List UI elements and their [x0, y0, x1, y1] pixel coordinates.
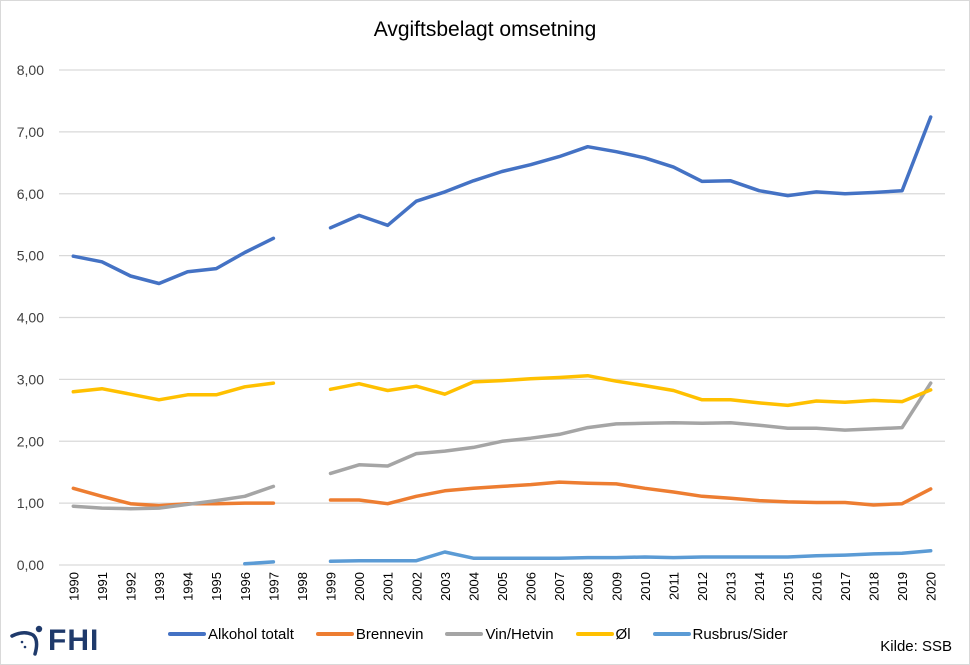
legend-item-rusbrus-sider[interactable]: Rusbrus/Sider	[652, 625, 788, 643]
y-tick-label: 7,00	[17, 124, 44, 140]
series-line-vin-hetvin	[71, 484, 276, 511]
legend-item-alkohol-totalt[interactable]: Alkohol totalt	[168, 626, 294, 643]
series-line-alkohol-totalt	[71, 236, 276, 286]
x-tick-label: 1996	[238, 572, 253, 601]
y-tick-label: 0,00	[17, 557, 44, 573]
series-line-alkohol-totalt	[328, 115, 933, 230]
x-tick-label: 1990	[66, 572, 81, 601]
x-tick-label: 2020	[924, 572, 939, 601]
y-tick-label: 2,00	[17, 433, 44, 449]
x-tick-label: 2011	[666, 572, 681, 600]
legend-swatch	[315, 632, 354, 636]
chart-legend: Alkohol totalt Brennevin Vin/Hetvin Øl R…	[168, 622, 810, 646]
x-tick-label: 2018	[867, 572, 882, 601]
x-axis-ticks: 1990 1991 1992 1993 1994 1995 1996 1997 1998 1999…	[66, 572, 938, 601]
x-tick-label: 2014	[752, 572, 767, 601]
x-tick-label: 2010	[638, 572, 653, 601]
x-tick-label: 1997	[266, 572, 281, 601]
x-tick-label: 2015	[781, 572, 796, 601]
legend-swatch	[168, 632, 206, 636]
legend-swatch	[575, 632, 614, 636]
x-tick-label: 1998	[295, 572, 310, 601]
x-tick-label: 1992	[123, 572, 138, 601]
series-line-øl	[71, 381, 276, 402]
legend-item-brennevin[interactable]: Brennevin	[315, 625, 424, 643]
legend-label: Vin/Hetvin	[485, 625, 554, 643]
x-tick-label: 2009	[609, 572, 624, 601]
x-tick-label: 2019	[895, 572, 910, 601]
legend-item-vin-hetvin[interactable]: Vin/Hetvin	[445, 625, 554, 643]
series-lines	[71, 115, 933, 566]
x-tick-label: 1994	[181, 572, 196, 601]
chart-title: Avgiftsbelagt omsetning	[373, 18, 597, 41]
x-tick-label: 1995	[209, 572, 224, 601]
y-tick-label: 6,00	[17, 186, 44, 202]
legend-swatch	[445, 632, 484, 636]
x-tick-label: 2006	[524, 572, 539, 601]
x-tick-label: 2017	[838, 572, 853, 601]
x-tick-label: 2005	[495, 572, 510, 601]
legend-item-ol[interactable]: Øl	[575, 625, 631, 643]
x-tick-label: 2001	[381, 572, 396, 601]
gridlines	[59, 69, 945, 566]
x-tick-label: 1993	[152, 572, 167, 601]
x-tick-label: 2002	[409, 572, 424, 601]
y-tick-label: 4,00	[17, 310, 44, 326]
source-note: Kilde: SSB	[880, 638, 952, 655]
series-line-rusbrus-sider	[243, 560, 276, 566]
fhi-logo: FHI	[8, 623, 106, 659]
legend-label: Øl	[615, 625, 631, 643]
y-tick-label: 3,00	[17, 371, 44, 387]
x-tick-label: 2007	[552, 572, 567, 601]
x-tick-label: 1991	[95, 572, 110, 601]
x-tick-label: 2003	[438, 572, 453, 601]
y-tick-label: 1,00	[17, 495, 44, 511]
series-line-øl	[328, 373, 933, 408]
legend-swatch	[652, 632, 691, 636]
fhi-logo-text: FHI	[48, 624, 100, 657]
x-tick-label: 2008	[581, 572, 596, 601]
x-tick-label: 2000	[352, 572, 367, 601]
x-tick-label: 2012	[695, 572, 710, 601]
legend-label: Alkohol totalt	[208, 625, 294, 643]
series-line-vin-hetvin	[328, 381, 933, 476]
x-tick-label: 2016	[809, 572, 824, 601]
y-axis-ticks: 0,00 1,00 2,00 3,00 4,00 5,00 6,00 7,00 8,00	[17, 62, 44, 573]
series-line-rusbrus-sider	[328, 549, 933, 564]
fhi-logo-icon	[10, 625, 43, 656]
y-tick-label: 8,00	[17, 62, 44, 78]
legend-label: Rusbrus/Sider	[692, 625, 788, 643]
x-tick-label: 2004	[466, 572, 481, 601]
legend-label: Brennevin	[355, 625, 424, 643]
x-tick-label: 2013	[724, 572, 739, 601]
series-line-brennevin	[328, 480, 933, 507]
y-tick-label: 5,00	[17, 248, 44, 264]
x-tick-label: 1999	[324, 572, 339, 601]
